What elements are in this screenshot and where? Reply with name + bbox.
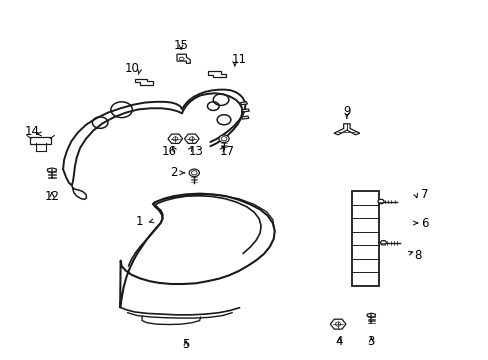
Polygon shape	[184, 134, 199, 143]
Polygon shape	[182, 90, 245, 146]
Polygon shape	[366, 313, 375, 317]
Polygon shape	[177, 54, 190, 63]
Polygon shape	[135, 79, 152, 85]
Polygon shape	[241, 116, 248, 119]
Polygon shape	[333, 124, 359, 135]
Polygon shape	[47, 168, 56, 172]
Polygon shape	[377, 199, 384, 204]
Text: 13: 13	[188, 145, 203, 158]
Text: 6: 6	[420, 216, 428, 230]
Polygon shape	[242, 109, 249, 112]
Text: 11: 11	[232, 53, 246, 66]
FancyBboxPatch shape	[30, 137, 51, 144]
Text: 17: 17	[220, 145, 234, 158]
Text: 7: 7	[420, 188, 428, 201]
Polygon shape	[208, 71, 225, 77]
Text: 3: 3	[367, 335, 374, 348]
Circle shape	[189, 169, 199, 177]
FancyBboxPatch shape	[351, 192, 378, 286]
Text: 9: 9	[343, 105, 350, 118]
Text: 4: 4	[335, 335, 343, 348]
Polygon shape	[120, 194, 274, 307]
Text: 2: 2	[170, 166, 177, 179]
Text: 14: 14	[25, 125, 40, 138]
Text: 5: 5	[182, 338, 189, 351]
Text: 12: 12	[44, 190, 59, 203]
Polygon shape	[379, 241, 386, 245]
Circle shape	[219, 135, 229, 143]
Polygon shape	[330, 319, 345, 329]
Polygon shape	[240, 102, 247, 105]
Text: 1: 1	[136, 215, 143, 228]
Polygon shape	[167, 134, 182, 143]
Text: 8: 8	[413, 249, 421, 262]
Polygon shape	[63, 102, 182, 185]
Text: 10: 10	[124, 62, 140, 75]
Text: 16: 16	[161, 145, 176, 158]
Text: 15: 15	[173, 39, 188, 52]
